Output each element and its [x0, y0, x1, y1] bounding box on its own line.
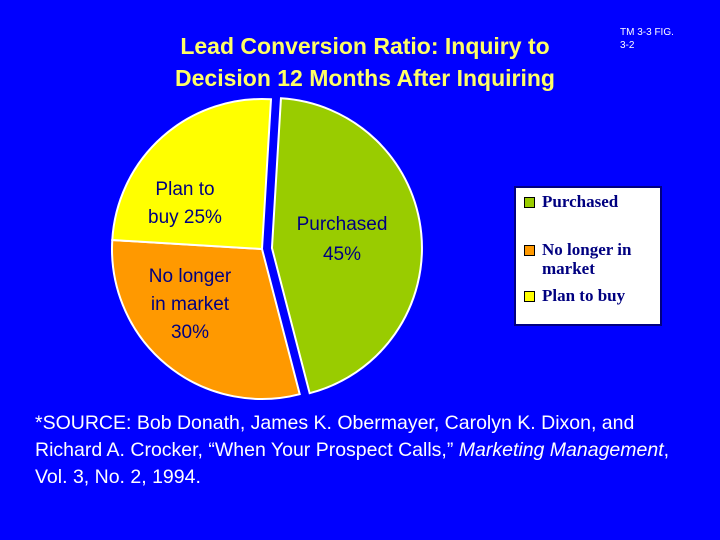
source-volume: , Vol. 3, No. 2, 1994. — [35, 439, 670, 488]
pie-slice-plan-to-buy — [111, 98, 273, 251]
pie-label-plan-to-buy-line2: buy 25% — [148, 207, 222, 228]
chart-legend: Purchased No longer in market Plan to bu… — [514, 186, 662, 326]
pie-label-plan-to-buy-line1: Plan to — [155, 179, 214, 200]
pie-label-no-longer-line1: No longer — [149, 266, 232, 287]
figure-tag: TM 3-3 FIG. 3-2 — [620, 26, 700, 52]
pie-label-purchased-line2: 45% — [323, 244, 361, 265]
legend-swatch-plan-to-buy — [524, 291, 535, 302]
legend-swatch-purchased — [524, 197, 535, 208]
pie-slice-no-longer — [111, 238, 301, 400]
figure-tag-line2: 3-2 — [620, 40, 635, 51]
pie-label-no-longer-line3: 30% — [171, 322, 209, 343]
legend-swatch-no-longer — [524, 245, 535, 256]
source-text: *SOURCE: Bob Donath, James K. Obermayer,… — [35, 412, 635, 461]
pie-label-no-longer-line2: in market — [151, 294, 230, 315]
chart-title: Lead Conversion Ratio: Inquiry to Decisi… — [120, 30, 610, 94]
legend-label-purchased: Purchased — [542, 192, 619, 211]
pie-slice-purchased — [270, 97, 423, 395]
figure-tag-line1: TM 3-3 FIG. — [620, 27, 674, 38]
source-publication: Marketing Management — [458, 439, 664, 461]
legend-label-no-longer: No longer in market — [542, 240, 632, 278]
legend-label-plan-to-buy: Plan to buy — [542, 286, 626, 305]
source-citation: *SOURCE: Bob Donath, James K. Obermayer,… — [35, 410, 695, 491]
chart-title-line2: Decision 12 Months After Inquiring — [175, 65, 555, 91]
pie-label-purchased-line1: Purchased — [297, 214, 388, 235]
chart-title-line1: Lead Conversion Ratio: Inquiry to — [180, 33, 550, 59]
